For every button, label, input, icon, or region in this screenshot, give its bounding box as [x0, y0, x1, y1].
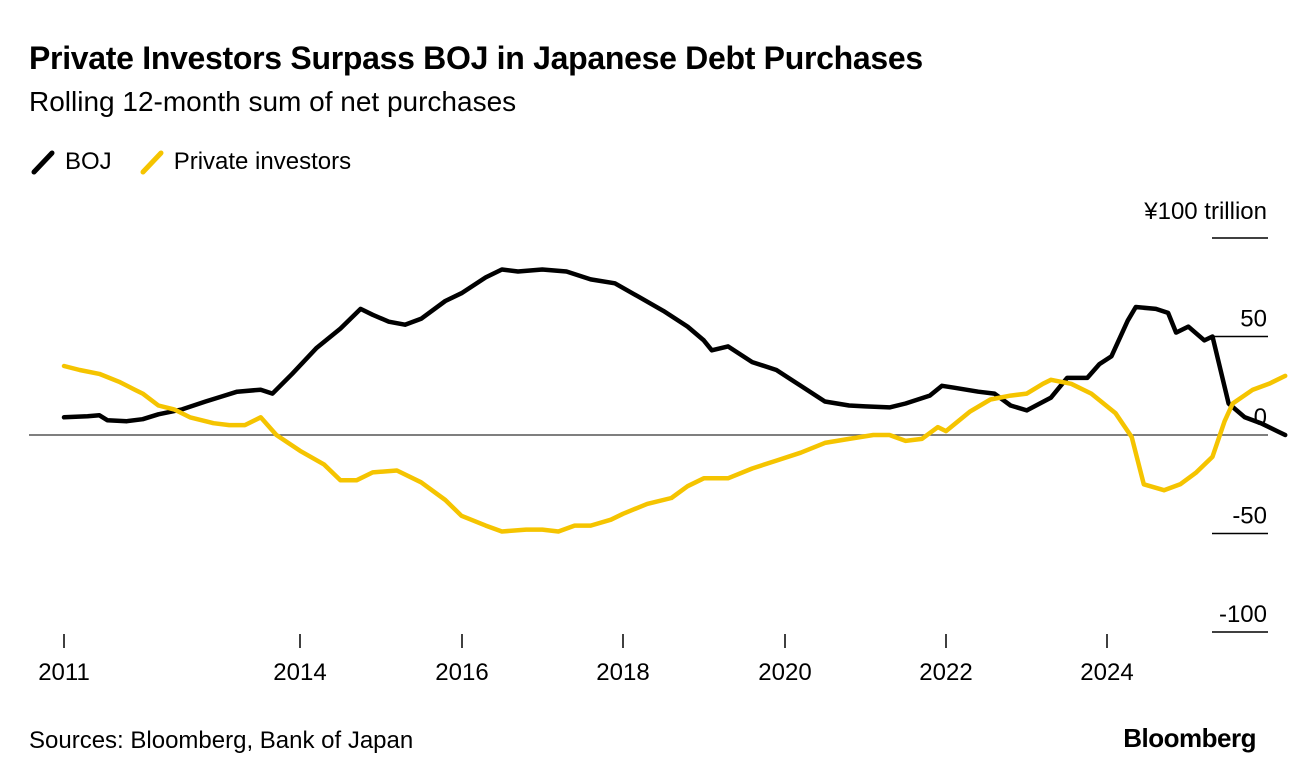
y-tick-label: -50: [1232, 503, 1267, 530]
brand-logo: Bloomberg: [1123, 723, 1256, 753]
legend-swatch-private: [140, 150, 164, 175]
legend-label-boj: BOJ: [65, 148, 112, 175]
y-tick-label: 50: [1240, 306, 1267, 333]
x-tick-label: 2011: [38, 659, 90, 686]
source-note: Sources: Bloomberg, Bank of Japan: [29, 727, 414, 754]
legend: BOJ Private investors: [29, 148, 377, 176]
x-tick-label: 2016: [435, 659, 488, 686]
legend-item-boj: BOJ: [29, 148, 112, 176]
legend-swatch-boj: [31, 150, 55, 175]
line-chart: ¥100 trillion 500-50-100 2011 2014 2016 201…: [29, 198, 1288, 686]
chart-subtitle: Rolling 12-month sum of net purchases: [29, 86, 517, 117]
y-axis-unit-label: ¥100 trillion: [1143, 198, 1267, 225]
x-tick-label: 2022: [919, 659, 972, 686]
chart-title: Private Investors Surpass BOJ in Japanes…: [29, 40, 923, 76]
legend-item-private: Private investors: [138, 148, 351, 176]
legend-label-private: Private investors: [173, 148, 352, 175]
series-line-boj: [61, 267, 1288, 438]
series-line-private-investors: [61, 363, 1288, 534]
x-tick-label: 2018: [596, 659, 649, 686]
x-tick-label: 2024: [1080, 659, 1133, 686]
y-tick-label: -100: [1219, 601, 1267, 628]
x-tick-label: 2014: [273, 659, 326, 686]
x-tick-label: 2020: [758, 659, 811, 686]
